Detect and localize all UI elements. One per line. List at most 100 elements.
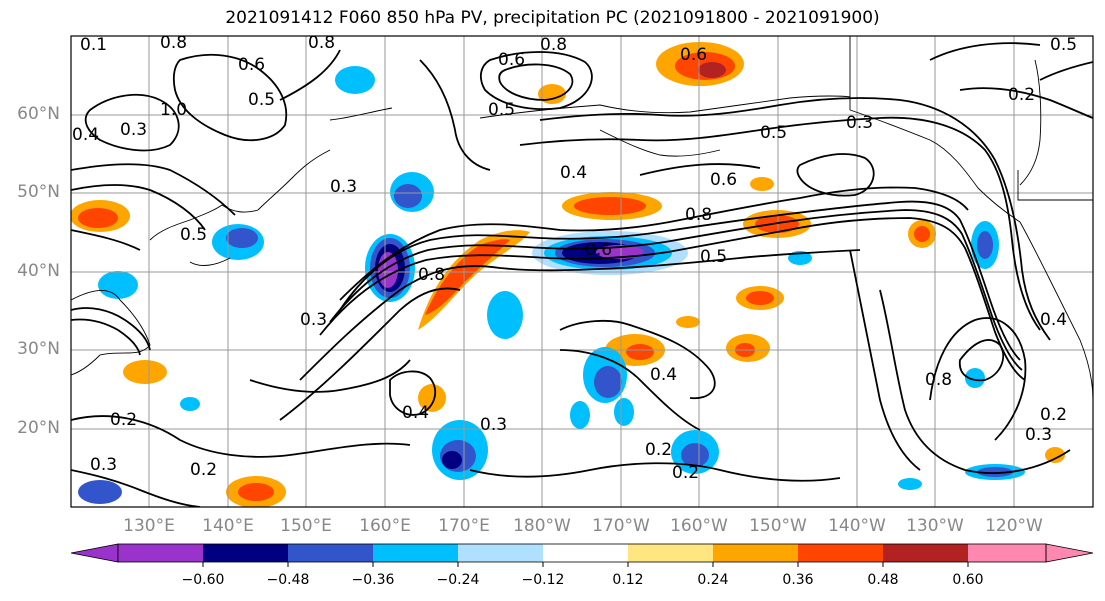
- lat-label: 60°N: [17, 104, 60, 124]
- pv-label: 0.5: [488, 100, 515, 120]
- pv-label: 0.5: [1050, 35, 1077, 55]
- colorbar-swatch: [458, 544, 543, 562]
- neg-shade: [965, 368, 985, 388]
- neg-shade: [442, 451, 462, 469]
- pv-label: 0.8: [160, 33, 187, 53]
- neg-shade: [570, 401, 590, 429]
- pos-shade: [676, 316, 700, 328]
- pv-label: 0.6: [680, 45, 707, 65]
- colorbar-swatch: [70, 543, 119, 563]
- pv-label: 0.2: [190, 460, 217, 480]
- colorbar-swatch: [968, 544, 1046, 562]
- pv-label: 0.3: [90, 455, 117, 475]
- pv-label: 1.0: [160, 100, 187, 120]
- pv-label: 0.6: [710, 170, 737, 190]
- neg-shade: [180, 397, 200, 411]
- pos-shade: [123, 360, 167, 384]
- colorbar-swatch: [118, 544, 203, 562]
- colorbar-swatch: [713, 544, 798, 562]
- pv-label: 0.8: [308, 33, 335, 53]
- neg-shade: [335, 66, 375, 94]
- pv-label: 0.2: [110, 410, 137, 430]
- pv-label: 0.5: [700, 247, 727, 267]
- pv-contours: [71, 42, 1093, 507]
- pos-shade: [418, 230, 530, 330]
- pv-label: 0.3: [846, 113, 873, 133]
- pv-label: 0.2: [1040, 405, 1067, 425]
- neg-shade: [78, 480, 122, 504]
- colorbar-swatch: [628, 544, 713, 562]
- pv-label: 0.6: [238, 55, 265, 75]
- pv-label: 0.4: [650, 365, 677, 385]
- pos-shade: [425, 239, 510, 315]
- pos-shade: [78, 208, 118, 228]
- lon-label: 140°W: [828, 516, 886, 536]
- lon-label: 120°W: [985, 516, 1043, 536]
- pv-label: 0.5: [180, 225, 207, 245]
- colorbar-tick-label: −0.12: [521, 572, 565, 588]
- colorbar-swatch: [203, 544, 288, 562]
- lon-label: 170°W: [592, 516, 650, 536]
- precip-shading: [71, 42, 1065, 507]
- colorbar-swatch: [883, 544, 968, 562]
- colorbar-swatch: [373, 544, 458, 562]
- pv-label: 0.8: [925, 370, 952, 390]
- coastlines: [71, 36, 1093, 401]
- pos-shade: [238, 483, 274, 501]
- neg-shade: [226, 228, 258, 248]
- neg-shade: [681, 443, 709, 467]
- colorbar-tick-label: 0.48: [867, 572, 899, 588]
- colorbar-outline: [117, 543, 1047, 563]
- pv-label: 0.8: [540, 35, 567, 55]
- neg-shade: [614, 398, 634, 426]
- neg-shade: [394, 184, 422, 208]
- pv-label: 0.2: [672, 463, 699, 483]
- pv-label: 0.4: [1040, 310, 1067, 330]
- pv-label: 0.1: [80, 35, 107, 55]
- pos-shade: [574, 197, 646, 215]
- lon-label: 130°E: [123, 516, 175, 536]
- pv-label: 0.3: [120, 120, 147, 140]
- colorbar-tick-label: 0.36: [782, 572, 814, 588]
- pos-shade: [698, 62, 726, 78]
- pv-label: 0.2: [645, 440, 672, 460]
- colorbar-tick-label: −0.24: [436, 572, 480, 588]
- colorbar-tick-label: 0.12: [612, 572, 644, 588]
- pv-label: 0.5: [760, 123, 787, 143]
- pv-label: 0.3: [330, 177, 357, 197]
- pos-shade: [418, 384, 446, 412]
- lon-label: 130°W: [906, 516, 964, 536]
- lon-label: 150°W: [749, 516, 807, 536]
- colorbar-swatch: [288, 544, 373, 562]
- pv-label: 0.6: [498, 50, 525, 70]
- lat-label: 40°N: [17, 261, 60, 281]
- neg-shade: [98, 271, 138, 299]
- map-frame: [70, 35, 1094, 508]
- pos-shade: [1045, 447, 1065, 463]
- pv-label: 0.8: [685, 205, 712, 225]
- pv-label: 0.4: [560, 163, 587, 183]
- colorbar: [70, 543, 1094, 567]
- pv-label: 0.8: [418, 265, 445, 285]
- colorbar-tick-label: 0.60: [952, 572, 984, 588]
- pv-label: 0.4: [72, 125, 99, 145]
- pv-label: 0.2: [1008, 85, 1035, 105]
- pv-label: 0.3: [1025, 425, 1052, 445]
- pos-shade: [538, 84, 566, 104]
- pos-shade: [626, 344, 654, 360]
- pv-contour-labels: 0.1 0.8 0.8 0.6 0.5 0.6 0.5 0.8 0.6 0.5 …: [72, 33, 1077, 483]
- pv-label: 0.3: [480, 415, 507, 435]
- lon-label: 140°E: [202, 516, 254, 536]
- map-title: 2021091412 F060 850 hPa PV, precipitatio…: [225, 8, 880, 28]
- neg-shade: [487, 291, 523, 339]
- colorbar-swatch: [1045, 543, 1094, 563]
- lon-label: 160°W: [670, 516, 728, 536]
- neg-shade: [977, 467, 1013, 477]
- lon-label: 150°E: [280, 516, 332, 536]
- colorbar-swatch: [543, 544, 628, 562]
- pv-label: 0.6: [585, 240, 612, 260]
- neg-shade: [594, 366, 622, 398]
- pos-shade: [750, 177, 774, 191]
- neg-shade: [977, 231, 993, 259]
- map-panel: 0.1 0.8 0.8 0.6 0.5 0.6 0.5 0.8 0.6 0.5 …: [71, 33, 1093, 507]
